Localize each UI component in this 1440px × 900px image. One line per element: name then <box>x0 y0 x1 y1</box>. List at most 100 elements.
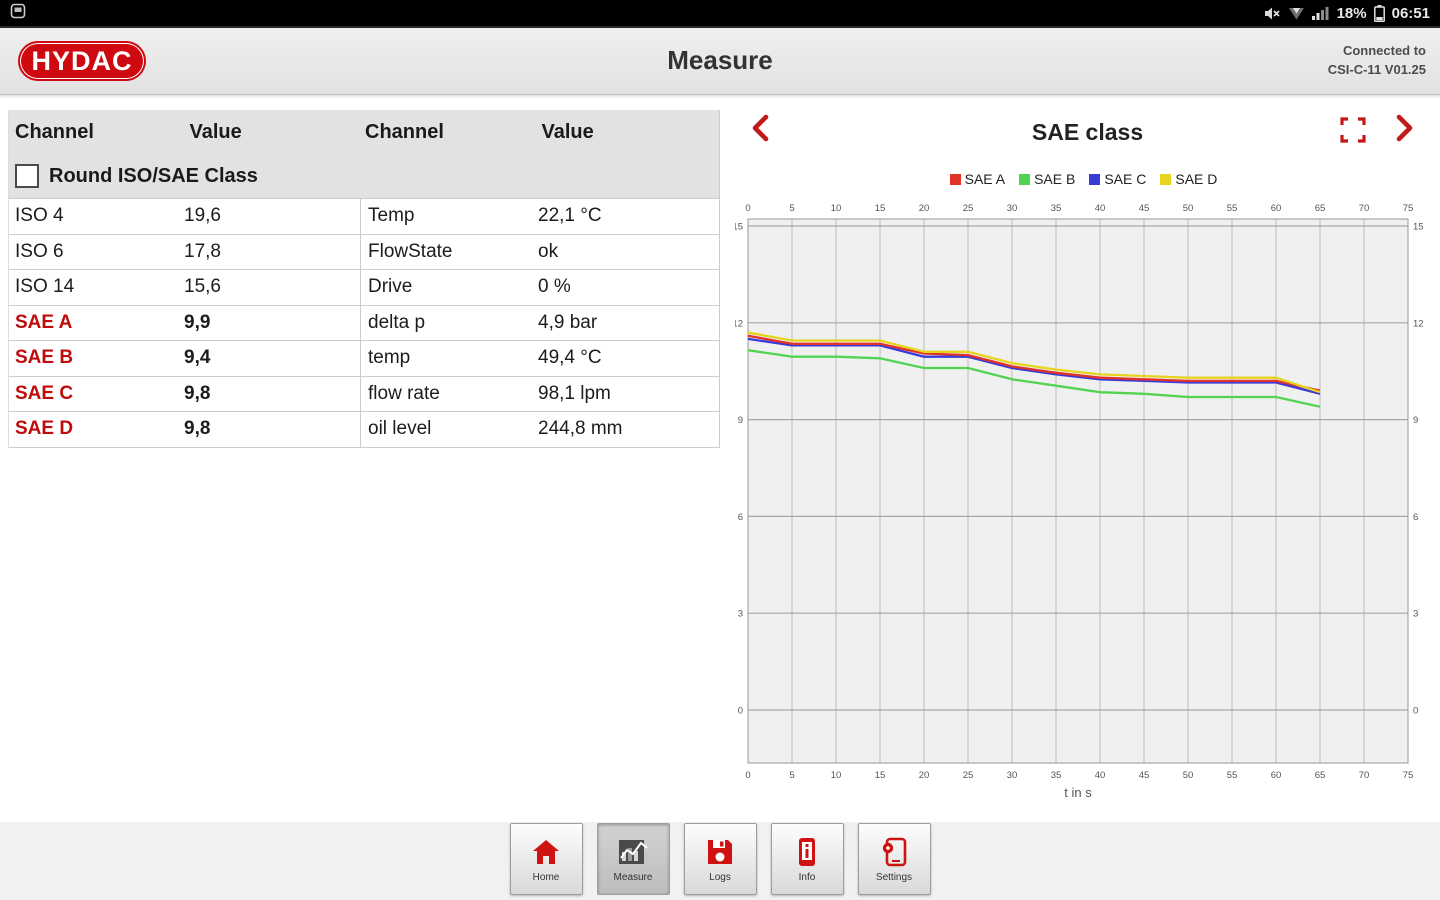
svg-text:9: 9 <box>1413 415 1418 426</box>
svg-text:15: 15 <box>735 222 743 233</box>
value-2-cell: 22,1 °C <box>538 205 602 227</box>
nav-button-settings[interactable]: Settings <box>857 823 931 895</box>
connection-status: Connected to CSI-C-11 V01.25 <box>1328 42 1426 80</box>
svg-text:0: 0 <box>745 203 750 214</box>
device-settings-icon <box>878 836 910 868</box>
nav-button-label: Measure <box>613 871 653 883</box>
svg-text:75: 75 <box>1403 770 1414 781</box>
svg-text:50: 50 <box>1183 203 1194 214</box>
nav-button-logs[interactable]: Logs <box>683 823 757 895</box>
table-row: SAE A 9,9 delta p 4,9 bar <box>9 304 719 340</box>
svg-text:70: 70 <box>1359 770 1370 781</box>
svg-text:10: 10 <box>831 770 842 781</box>
svg-text:10: 10 <box>831 203 842 214</box>
svg-text:20: 20 <box>919 770 930 781</box>
signal-strength-icon <box>1311 6 1330 21</box>
svg-text:60: 60 <box>1271 203 1282 214</box>
channel-2-cell: delta p <box>368 311 426 333</box>
fullscreen-icon[interactable] <box>1340 117 1366 143</box>
svg-text:15: 15 <box>875 203 886 214</box>
svg-text:6: 6 <box>1413 512 1418 523</box>
svg-text:55: 55 <box>1227 203 1238 214</box>
channel-1-cell: ISO 6 <box>15 240 64 262</box>
android-status-bar: 18% 06:51 <box>0 0 1440 28</box>
nav-button-home[interactable]: Home <box>509 823 583 895</box>
table-row: ISO 6 17,8 FlowState ok <box>9 233 719 269</box>
nav-button-label: Logs <box>709 871 731 883</box>
channel-2-cell: Drive <box>368 276 413 298</box>
value-2-cell: 49,4 °C <box>538 347 602 369</box>
svg-text:30: 30 <box>1007 770 1018 781</box>
value-1-cell: 9,4 <box>184 347 211 369</box>
channel-2-cell: flow rate <box>368 382 440 404</box>
connection-status-line2: CSI-C-11 V01.25 <box>1327 61 1426 77</box>
measurement-table: Channel Value Channel Value Round ISO/SA… <box>8 110 720 448</box>
value-2-cell: 244,8 mm <box>538 418 623 440</box>
svg-text:12: 12 <box>1413 318 1424 329</box>
svg-text:50: 50 <box>1183 770 1194 781</box>
svg-text:25: 25 <box>963 770 974 781</box>
battery-icon <box>1373 4 1385 22</box>
value-1-cell: 19,6 <box>184 205 221 227</box>
column-header-value-1: Value <box>189 120 242 143</box>
svg-text:5: 5 <box>789 203 794 214</box>
svg-text:t in s: t in s <box>1064 785 1092 800</box>
value-1-cell: 9,8 <box>184 382 211 404</box>
svg-text:40: 40 <box>1095 770 1106 781</box>
channel-2-cell: FlowState <box>368 240 453 262</box>
device-info-icon <box>791 836 823 868</box>
nav-button-label: Settings <box>875 871 913 883</box>
measure-chart-icon <box>617 836 649 868</box>
svg-text:65: 65 <box>1315 203 1326 214</box>
svg-text:45: 45 <box>1139 203 1150 214</box>
legend-item: SAE A <box>949 171 1006 187</box>
legend-label: SAE C <box>1104 171 1147 187</box>
svg-text:9: 9 <box>738 415 743 426</box>
legend-item: SAE D <box>1160 171 1217 187</box>
channel-1-cell: SAE B <box>15 347 74 369</box>
chevron-left-icon[interactable] <box>747 113 781 147</box>
legend-item: SAE C <box>1089 171 1146 187</box>
nav-button-label: Info <box>798 871 816 883</box>
mute-icon <box>1264 6 1281 21</box>
channel-2-cell: Temp <box>368 205 415 227</box>
channel-2-cell: temp <box>368 347 411 369</box>
svg-text:55: 55 <box>1227 770 1238 781</box>
svg-text:45: 45 <box>1139 770 1150 781</box>
svg-text:25: 25 <box>963 203 974 214</box>
hydac-logo: HYDAC <box>18 41 146 81</box>
chevron-right-icon[interactable] <box>1388 113 1422 147</box>
nav-button-label: Home <box>532 871 560 883</box>
svg-text:40: 40 <box>1095 203 1106 214</box>
legend-item: SAE B <box>1019 171 1075 187</box>
value-2-cell: ok <box>538 240 559 262</box>
legend-swatch <box>949 173 961 185</box>
wifi-icon <box>1288 6 1305 21</box>
legend-label: SAE B <box>1034 171 1076 187</box>
bottom-navigation-bar: Home Measure Logs Info Settings <box>0 822 1440 900</box>
svg-text:0: 0 <box>738 706 743 717</box>
column-header-channel-2: Channel <box>365 120 444 143</box>
channel-1-cell: SAE A <box>15 311 73 333</box>
table-row: SAE D 9,8 oil level 244,8 mm <box>9 411 719 447</box>
nav-button-info[interactable]: Info <box>770 823 844 895</box>
svg-text:65: 65 <box>1315 770 1326 781</box>
svg-text:0: 0 <box>1413 706 1418 717</box>
legend-label: SAE D <box>1175 171 1218 187</box>
channel-1-cell: ISO 4 <box>15 205 64 227</box>
round-iso-sae-checkbox[interactable] <box>15 164 39 188</box>
svg-text:6: 6 <box>738 512 743 523</box>
value-1-cell: 15,6 <box>184 276 221 298</box>
svg-text:35: 35 <box>1051 770 1062 781</box>
channel-2-cell: oil level <box>368 418 432 440</box>
svg-text:15: 15 <box>1413 222 1424 233</box>
nav-button-measure[interactable]: Measure <box>596 823 670 895</box>
chart-legend: SAE A SAE B SAE C SAE D <box>735 167 1440 191</box>
svg-text:5: 5 <box>789 770 794 781</box>
sae-class-chart: 0 0 5 5 10 10 15 15 20 20 25 25 30 30 35 35 40 40 45 45 50 50… <box>732 193 1440 810</box>
legend-label: SAE A <box>964 171 1006 187</box>
value-2-cell: 4,9 bar <box>538 311 598 333</box>
svg-text:12: 12 <box>735 318 743 329</box>
chart-panel: SAE class SAE A SAE B SAE C SAE D 0 0 5 5 10 10 1… <box>732 95 1440 822</box>
column-header-value-2: Value <box>541 120 594 143</box>
